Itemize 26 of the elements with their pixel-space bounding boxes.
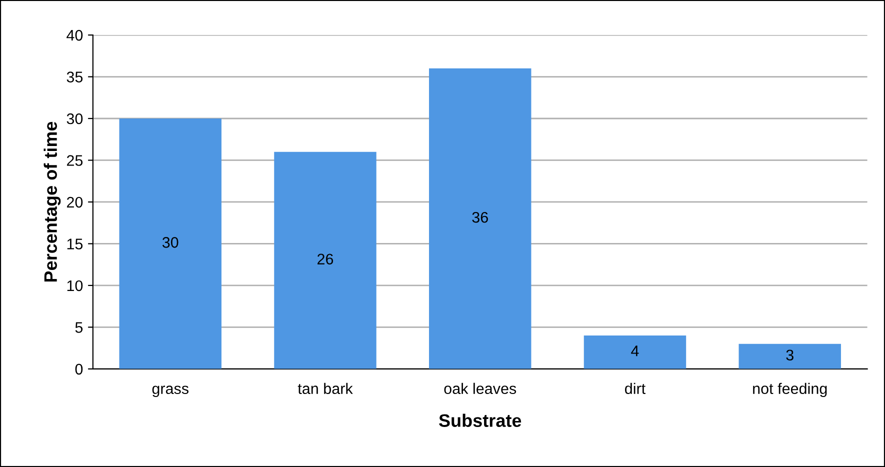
y-tick-label: 10 bbox=[67, 280, 83, 292]
y-tick-label: 15 bbox=[67, 238, 83, 250]
bar bbox=[738, 344, 841, 369]
x-tick-label: grass bbox=[152, 386, 188, 398]
x-tick-label: tan bark bbox=[298, 382, 353, 394]
data-label: 3 bbox=[786, 350, 794, 361]
bar bbox=[274, 152, 376, 369]
x-axis-title: Substrate bbox=[438, 414, 522, 427]
x-tick-label: oak leaves bbox=[444, 382, 516, 394]
y-tick-label: 35 bbox=[66, 72, 83, 82]
y-tick-label: 30 bbox=[66, 113, 83, 124]
data-label: 30 bbox=[162, 237, 178, 248]
data-label: 26 bbox=[318, 254, 334, 265]
y-tick-label: 20 bbox=[66, 196, 83, 208]
y-axis-title: Percentage of time bbox=[44, 122, 61, 282]
x-tick-label: dirt bbox=[625, 382, 646, 394]
bar bbox=[119, 118, 222, 369]
data-label: 4 bbox=[631, 346, 639, 356]
y-tick-label: 5 bbox=[75, 322, 83, 333]
y-tick-label: 40 bbox=[66, 30, 83, 41]
x-tick-label: not feeding bbox=[753, 382, 827, 398]
data-label: 36 bbox=[472, 212, 488, 223]
bar bbox=[584, 336, 686, 369]
y-tick-label: 0 bbox=[75, 364, 83, 375]
y-tick-label: 25 bbox=[66, 155, 83, 166]
bar bbox=[429, 68, 532, 369]
